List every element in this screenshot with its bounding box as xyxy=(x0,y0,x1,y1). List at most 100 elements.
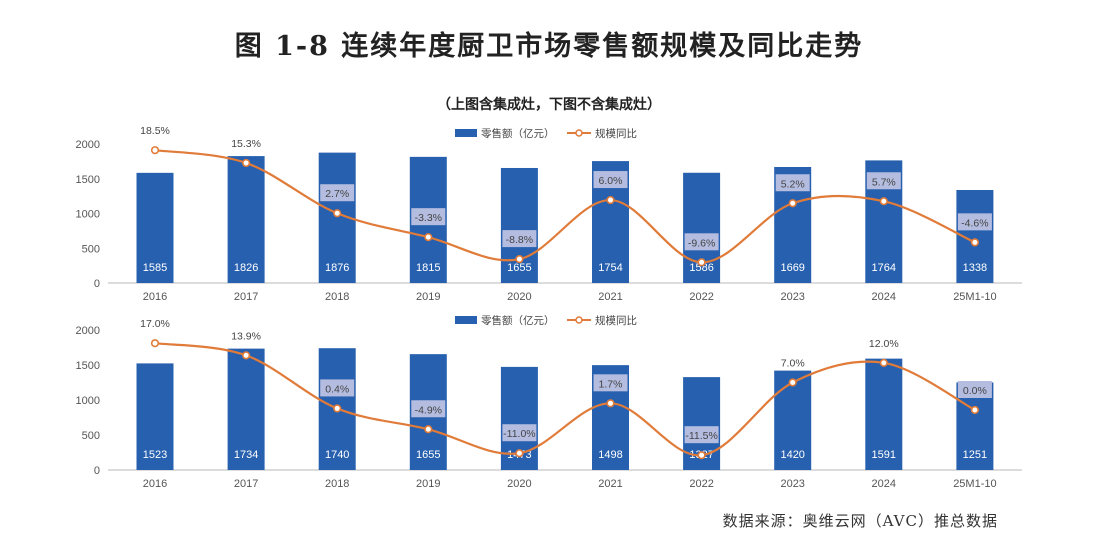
x-tick-label: 2019 xyxy=(416,478,440,490)
x-tick-label: 2022 xyxy=(689,291,713,303)
y-tick-label: 500 xyxy=(82,243,100,255)
yoy-value-label: 0.4% xyxy=(325,383,349,395)
x-tick-label: 2023 xyxy=(780,478,804,490)
bar-value-label: 1655 xyxy=(507,262,531,274)
yoy-value-label: 13.9% xyxy=(231,330,261,342)
yoy-value-label: -8.8% xyxy=(506,234,533,246)
bar xyxy=(227,348,265,470)
x-tick-label: 2019 xyxy=(416,291,440,303)
bar-value-label: 1815 xyxy=(416,262,440,274)
legend-line-label: 规模同比 xyxy=(595,314,637,327)
bar xyxy=(865,358,903,470)
bar-value-label: 1764 xyxy=(872,262,896,274)
bar-value-label: 1585 xyxy=(143,262,167,274)
yoy-point xyxy=(424,425,433,434)
bar-value-label: 1655 xyxy=(416,449,440,461)
yoy-label-box xyxy=(775,174,810,192)
yoy-point xyxy=(515,449,524,458)
yoy-point xyxy=(242,158,251,168)
yoy-value-label: -9.6% xyxy=(688,237,715,249)
yoy-label-box xyxy=(957,381,992,398)
x-tick-label: 2024 xyxy=(872,291,896,303)
yoy-value-label: 2.7% xyxy=(325,188,349,200)
yoy-point xyxy=(333,404,342,413)
legend-line-label: 规模同比 xyxy=(595,127,637,140)
x-tick-label: 2016 xyxy=(143,478,167,490)
yoy-point xyxy=(606,399,615,408)
y-tick-label: 2000 xyxy=(76,139,100,151)
y-tick-label: 500 xyxy=(82,430,100,442)
yoy-label-box xyxy=(593,171,628,189)
y-tick-label: 2000 xyxy=(76,325,100,337)
bar xyxy=(774,370,812,470)
yoy-point xyxy=(606,195,615,205)
bar-value-label: 1754 xyxy=(598,262,622,274)
figure-title: 图 1-8 连续年度厨卫市场零售额规模及同比走势 xyxy=(234,31,864,62)
legend-line-marker xyxy=(575,316,583,324)
x-tick-label: 2022 xyxy=(689,478,713,490)
bar-value-label: 1669 xyxy=(780,262,804,274)
bar-value-label: 1338 xyxy=(963,262,987,274)
bar-value-label: 1586 xyxy=(689,262,713,274)
data-source: 数据来源：奥维云网（AVC）推总数据 xyxy=(722,512,998,530)
yoy-value-label: 6.0% xyxy=(599,175,623,187)
yoy-point xyxy=(697,258,706,267)
yoy-value-label: -11.0% xyxy=(503,428,536,440)
yoy-label-box xyxy=(684,426,719,444)
bar-value-label: 1826 xyxy=(234,262,258,274)
bar-value-label: 1251 xyxy=(963,449,987,461)
bar-value-label: 1876 xyxy=(325,262,349,274)
yoy-point xyxy=(970,405,980,415)
yoy-value-label: -3.3% xyxy=(415,212,442,224)
figure-subtitle: （上图含集成灶，下图不含集成灶） xyxy=(437,97,661,113)
yoy-label-box xyxy=(320,184,355,202)
x-tick-label: 2024 xyxy=(872,478,896,490)
x-tick-label: 2023 xyxy=(780,291,804,303)
yoy-point xyxy=(879,197,888,206)
y-tick-label: 1500 xyxy=(76,360,100,372)
bar-value-label: 1420 xyxy=(780,449,804,461)
yoy-point xyxy=(788,199,797,208)
y-tick-label: 1500 xyxy=(76,174,100,186)
yoy-value-label: -11.5% xyxy=(685,430,718,442)
yoy-point xyxy=(150,339,160,348)
yoy-label-box xyxy=(866,172,901,190)
bar xyxy=(227,156,265,283)
bar-value-label: 1498 xyxy=(598,449,622,461)
x-tick-label: 2020 xyxy=(507,291,531,303)
yoy-label-box xyxy=(957,213,992,231)
y-tick-label: 0 xyxy=(94,278,100,290)
yoy-value-label: 17.0% xyxy=(140,318,170,330)
yoy-value-label: 7.0% xyxy=(781,357,805,369)
legend-bar-label: 零售额（亿元） xyxy=(481,127,555,140)
bar-value-label: 1740 xyxy=(325,449,349,461)
bar-value-label: 1523 xyxy=(143,449,167,461)
bar xyxy=(136,172,174,283)
yoy-value-label: 18.5% xyxy=(140,125,170,137)
bar xyxy=(136,363,174,470)
yoy-label-box xyxy=(502,424,537,442)
x-tick-label: 2021 xyxy=(598,478,622,490)
x-tick-label: 25M1-10 xyxy=(953,478,996,490)
yoy-point xyxy=(333,209,342,218)
yoy-label-box xyxy=(320,379,355,397)
yoy-point xyxy=(697,451,706,460)
yoy-label-box xyxy=(684,233,719,251)
yoy-value-label: 1.7% xyxy=(599,378,623,390)
yoy-line xyxy=(154,342,976,457)
yoy-point xyxy=(424,233,433,242)
x-tick-label: 2021 xyxy=(598,291,622,303)
yoy-value-label: -4.6% xyxy=(961,217,988,229)
legend-bar-swatch xyxy=(455,316,477,324)
x-tick-label: 2020 xyxy=(507,478,531,490)
yoy-label-box xyxy=(502,230,537,248)
y-tick-label: 0 xyxy=(94,465,100,477)
bar xyxy=(500,167,538,283)
yoy-point xyxy=(970,238,980,247)
bar-value-label: 1591 xyxy=(872,449,896,461)
x-tick-label: 25M1-10 xyxy=(953,291,996,303)
yoy-line xyxy=(154,149,976,264)
x-tick-label: 2017 xyxy=(234,478,258,490)
